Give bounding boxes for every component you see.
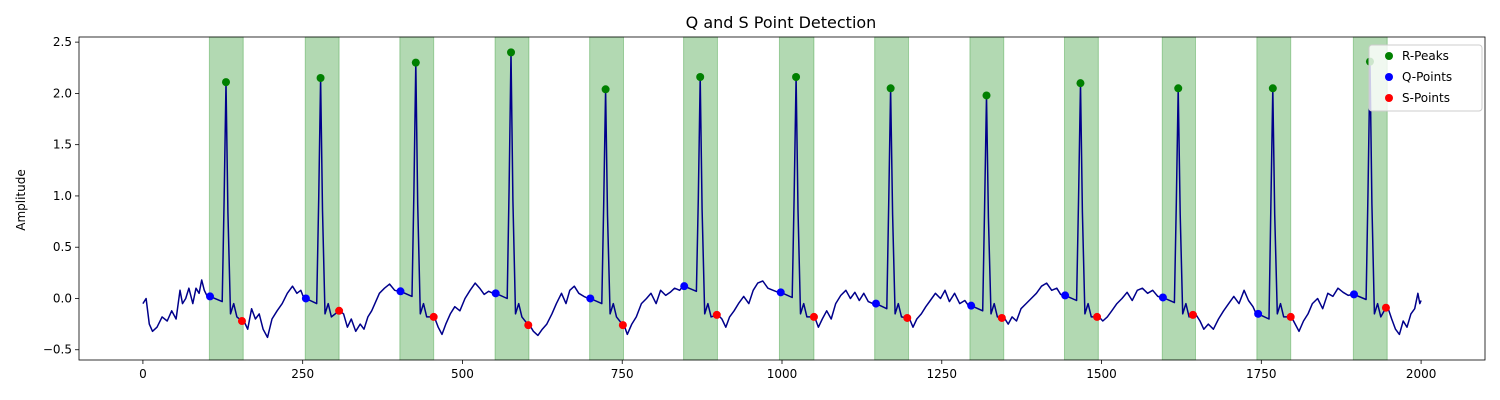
q-point (396, 287, 405, 296)
legend-label-r-peaks: R-Peaks (1402, 49, 1449, 63)
y-tick-label: 0.0 (53, 291, 72, 305)
s-point (1381, 303, 1390, 312)
legend-marker-r-peaks (1385, 52, 1393, 60)
legend-box (1368, 44, 1483, 112)
y-axis-ticks: −0.5 0.0 0.5 1.0 1.5 2.0 2.5 (43, 35, 79, 357)
qrs-region (1063, 36, 1099, 361)
r-peak-point (507, 48, 516, 57)
s-point (903, 313, 912, 322)
y-tick-label: 2.5 (53, 35, 72, 49)
r-peak-point (1174, 84, 1183, 93)
r-peak-point (411, 58, 420, 67)
x-tick-label: 500 (451, 367, 474, 381)
x-tick-label: 2000 (1406, 367, 1437, 381)
r-peak-point (886, 84, 895, 93)
q-point (301, 294, 310, 303)
q-point (1158, 293, 1167, 302)
legend-marker-s-points (1385, 94, 1393, 102)
s-point (809, 312, 818, 321)
legend-label-q-points: Q-Points (1402, 70, 1452, 84)
q-point (680, 282, 689, 291)
r-peak-point (1268, 84, 1277, 93)
x-tick-label: 1500 (1086, 367, 1117, 381)
s-point (1093, 312, 1102, 321)
r-peak-point (316, 74, 325, 83)
legend-label-s-points: S-Points (1402, 91, 1450, 105)
r-peak-point (1076, 79, 1085, 88)
legend-marker-q-points (1385, 73, 1393, 81)
s-point (997, 313, 1006, 322)
x-tick-label: 750 (611, 367, 634, 381)
q-point (776, 288, 785, 297)
y-tick-label: −0.5 (43, 343, 72, 357)
r-peak-point (982, 91, 991, 100)
q-point (491, 289, 500, 298)
r-peak-point (221, 78, 230, 87)
chart-title: Q and S Point Detection (686, 13, 877, 32)
s-point (618, 321, 627, 330)
r-peak-point (792, 72, 801, 81)
r-peak-point (696, 72, 705, 81)
x-tick-label: 0 (139, 367, 147, 381)
q-point (967, 301, 976, 310)
x-tick-label: 250 (291, 367, 314, 381)
q-point (871, 299, 880, 308)
s-point (524, 321, 533, 330)
x-tick-label: 1000 (767, 367, 798, 381)
x-tick-label: 1750 (1246, 367, 1277, 381)
q-point (1254, 309, 1263, 318)
s-point (712, 310, 721, 319)
qrs-region (494, 36, 530, 361)
legend: R-Peaks Q-Points S-Points (1368, 44, 1483, 112)
qrs-region (969, 36, 1005, 361)
y-axis-label: Amplitude (14, 169, 28, 231)
x-tick-label: 1250 (926, 367, 957, 381)
q-point (586, 294, 595, 303)
s-point (335, 306, 344, 315)
y-tick-label: 0.5 (53, 240, 72, 254)
y-tick-label: 2.0 (53, 86, 72, 100)
y-tick-label: 1.0 (53, 189, 72, 203)
x-axis-ticks: 0 250 500 750 1000 1250 1500 1750 2000 (139, 360, 1436, 381)
s-point (1188, 310, 1197, 319)
y-tick-label: 1.5 (53, 138, 72, 152)
marker-series (206, 48, 1390, 330)
s-point (429, 312, 438, 321)
s-point (1286, 312, 1295, 321)
q-point (1349, 290, 1358, 299)
s-point (237, 317, 246, 326)
r-peak-point (601, 85, 610, 94)
q-point (1061, 291, 1070, 300)
q-point (206, 292, 215, 301)
